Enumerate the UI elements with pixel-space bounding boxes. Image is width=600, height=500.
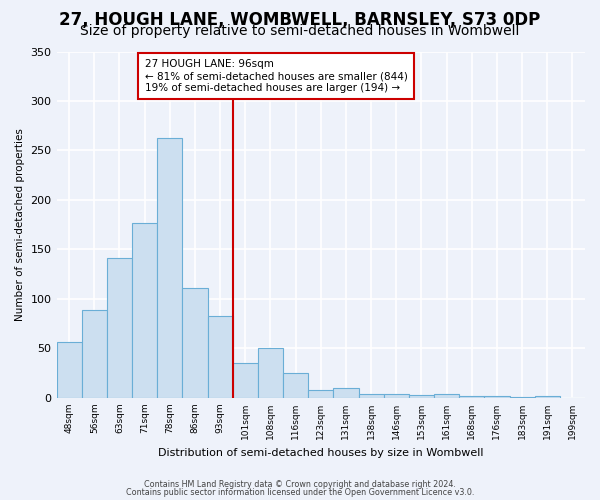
Bar <box>484 396 509 398</box>
Y-axis label: Number of semi-detached properties: Number of semi-detached properties <box>15 128 25 321</box>
Bar <box>459 396 484 398</box>
Bar <box>107 258 132 398</box>
Text: Contains public sector information licensed under the Open Government Licence v3: Contains public sector information licen… <box>126 488 474 497</box>
Bar <box>434 394 459 398</box>
Bar <box>283 373 308 398</box>
Bar <box>509 397 535 398</box>
Bar <box>132 222 157 398</box>
Bar <box>359 394 383 398</box>
Bar <box>334 388 359 398</box>
Bar <box>535 396 560 398</box>
Bar <box>383 394 409 398</box>
Bar <box>157 138 182 398</box>
Bar <box>308 390 334 398</box>
Bar <box>258 348 283 398</box>
Bar <box>56 342 82 398</box>
Bar <box>409 395 434 398</box>
Text: Size of property relative to semi-detached houses in Wombwell: Size of property relative to semi-detach… <box>80 24 520 38</box>
X-axis label: Distribution of semi-detached houses by size in Wombwell: Distribution of semi-detached houses by … <box>158 448 484 458</box>
Text: 27 HOUGH LANE: 96sqm
← 81% of semi-detached houses are smaller (844)
19% of semi: 27 HOUGH LANE: 96sqm ← 81% of semi-detac… <box>145 60 407 92</box>
Text: Contains HM Land Registry data © Crown copyright and database right 2024.: Contains HM Land Registry data © Crown c… <box>144 480 456 489</box>
Text: 27, HOUGH LANE, WOMBWELL, BARNSLEY, S73 0DP: 27, HOUGH LANE, WOMBWELL, BARNSLEY, S73 … <box>59 11 541 29</box>
Bar <box>182 288 208 398</box>
Bar <box>82 310 107 398</box>
Bar <box>208 316 233 398</box>
Bar <box>233 364 258 398</box>
